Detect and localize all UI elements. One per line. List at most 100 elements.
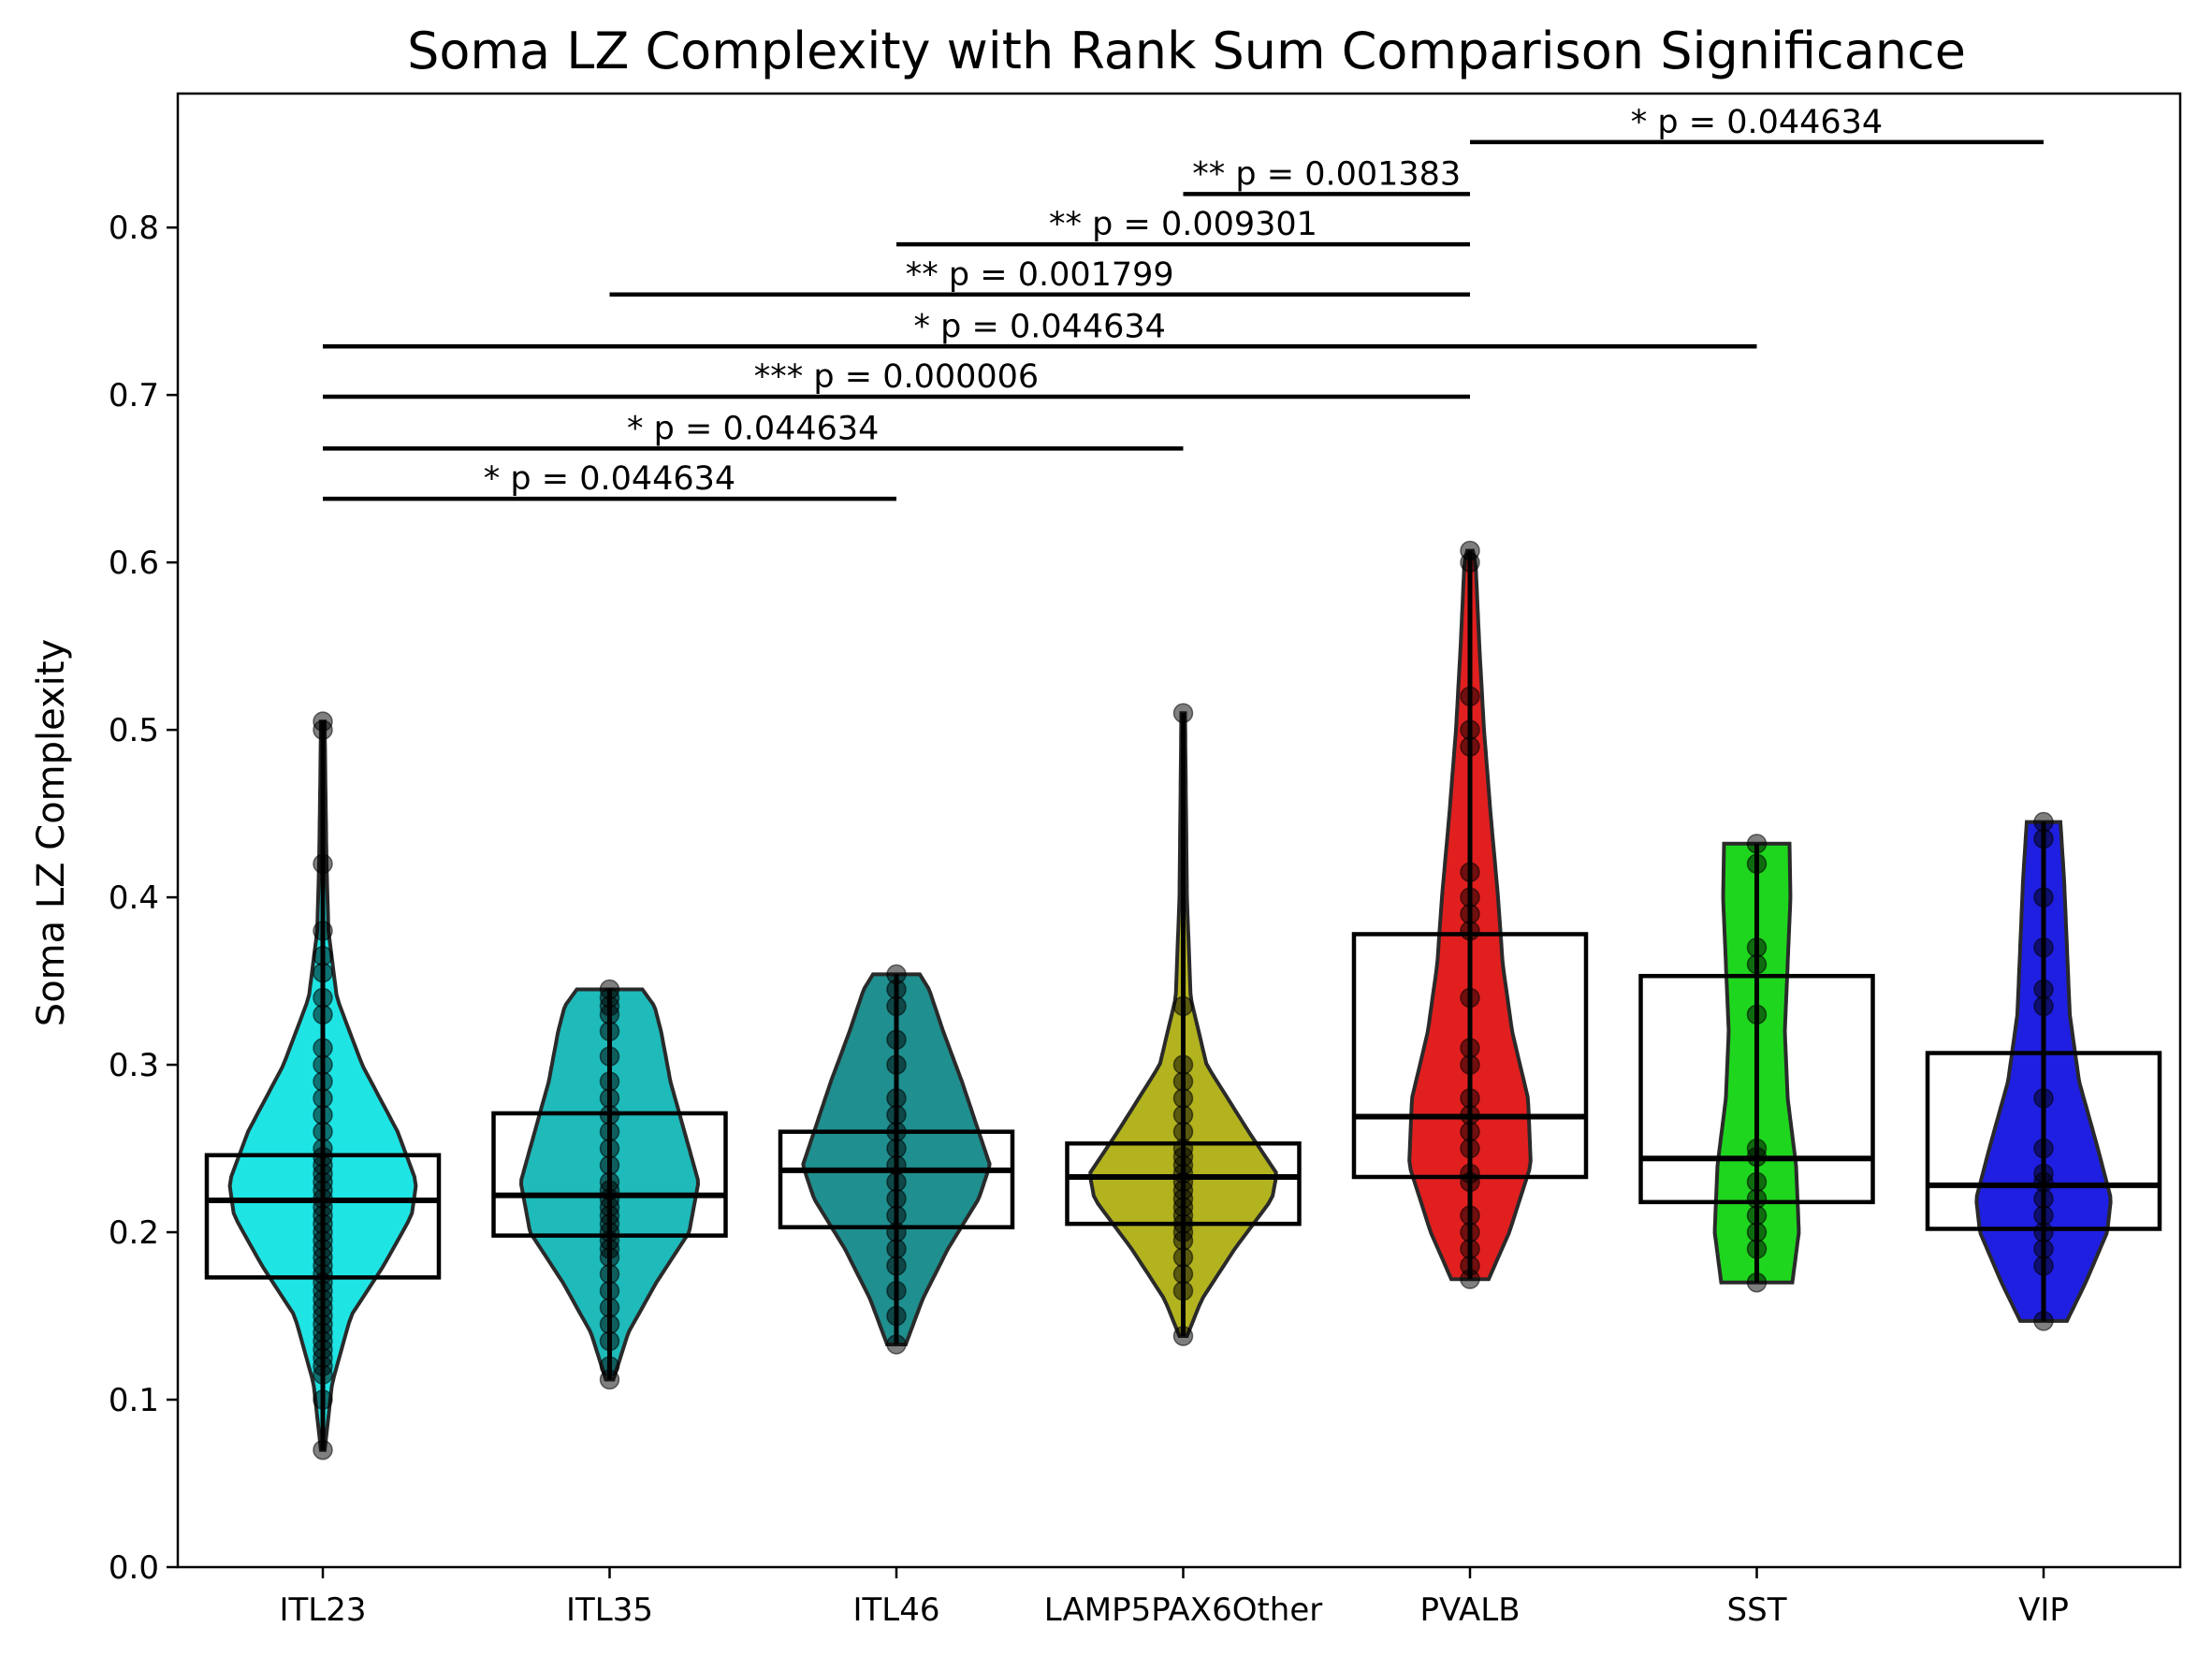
data-point <box>886 964 907 985</box>
data-point <box>2033 887 2054 908</box>
data-point <box>599 1280 620 1301</box>
data-point <box>313 1138 333 1159</box>
data-point <box>599 1330 620 1352</box>
data-point <box>599 1155 620 1176</box>
data-point <box>1172 1138 1194 1159</box>
data-point <box>886 1155 907 1176</box>
data-point <box>1460 736 1480 757</box>
data-point <box>313 987 333 1009</box>
data-point <box>2033 1163 2054 1184</box>
data-point <box>313 945 333 966</box>
data-point <box>2033 1311 2054 1331</box>
data-point <box>1172 1054 1194 1075</box>
y-tick-label: 0.2 <box>109 1214 159 1252</box>
data-point <box>1172 995 1194 1017</box>
data-point <box>1172 1088 1194 1109</box>
data-point <box>886 1256 907 1276</box>
data-point <box>2033 1088 2054 1109</box>
data-point <box>1746 1222 1768 1242</box>
data-point <box>2033 828 2054 850</box>
data-point <box>886 1205 907 1226</box>
y-tick-label: 0.3 <box>109 1047 159 1084</box>
data-point <box>1460 904 1480 924</box>
significance-label: ** p = 0.009301 <box>1049 206 1317 243</box>
data-point <box>1460 1163 1480 1184</box>
data-point <box>1460 1239 1480 1259</box>
data-point <box>599 979 620 1000</box>
data-point <box>1172 1071 1194 1092</box>
data-point <box>886 1054 907 1075</box>
data-point <box>313 1038 333 1058</box>
data-point <box>1460 1222 1480 1242</box>
data-point <box>1172 1264 1194 1285</box>
data-point <box>1172 1121 1194 1142</box>
data-point <box>1172 1326 1194 1346</box>
data-point <box>599 1088 620 1109</box>
data-point <box>599 1138 620 1159</box>
data-point <box>1460 686 1480 707</box>
data-point <box>886 1029 907 1050</box>
data-point <box>599 1071 620 1092</box>
plot-frame <box>176 92 2182 1569</box>
chart-title: Soma LZ Complexity with Rank Sum Compari… <box>407 22 1966 80</box>
data-point <box>1460 862 1480 882</box>
data-point <box>1460 540 1480 561</box>
data-point <box>313 711 333 732</box>
comparisons-layer: * p = 0.044634 * p = 0.044634 *** p = 0.00… <box>323 104 2044 501</box>
data-point <box>886 1138 907 1159</box>
x-tick-label: ITL35 <box>566 1591 653 1629</box>
x-tick-label: ITL46 <box>852 1591 939 1629</box>
data-point <box>313 1071 333 1092</box>
y-tick-label: 0.5 <box>109 712 159 749</box>
y-axis-label: Soma LZ Complexity <box>30 639 73 1026</box>
data-point <box>1460 1138 1480 1159</box>
data-point <box>886 1305 907 1327</box>
data-point <box>313 1088 333 1109</box>
data-point <box>1172 1280 1194 1301</box>
data-point <box>886 1121 907 1142</box>
data-point <box>1746 1138 1768 1159</box>
significance-label: * p = 0.044634 <box>627 410 879 447</box>
data-point <box>1460 1121 1480 1142</box>
data-point <box>1172 703 1194 723</box>
y-tick-label: 0.0 <box>109 1549 159 1587</box>
data-point <box>1460 1256 1480 1276</box>
significance-label: ** p = 0.001799 <box>906 256 1174 294</box>
data-point <box>313 1439 333 1460</box>
data-point <box>1746 834 1768 854</box>
data-point <box>1172 1105 1194 1126</box>
data-point <box>599 1356 620 1376</box>
data-point <box>599 1105 620 1126</box>
data-point <box>313 1054 333 1075</box>
data-point <box>599 1021 620 1042</box>
data-point <box>313 962 333 983</box>
x-tick-label: PVALB <box>1419 1591 1520 1629</box>
data-point <box>2033 811 2054 833</box>
significance-label: ** p = 0.001383 <box>1192 155 1461 193</box>
data-point <box>599 1314 620 1335</box>
data-point <box>886 1334 907 1355</box>
y-tick-label: 0.4 <box>109 879 159 917</box>
significance-label: * p = 0.044634 <box>914 308 1166 345</box>
data-point <box>313 1121 333 1142</box>
data-point <box>313 1389 333 1410</box>
data-point <box>2033 1222 2054 1242</box>
data-point <box>1746 1271 1768 1293</box>
significance-label: *** p = 0.000006 <box>754 358 1039 396</box>
y-tick-label: 0.6 <box>109 545 159 582</box>
data-point <box>1746 953 1768 975</box>
data-point <box>313 1105 333 1126</box>
data-point <box>2033 1138 2054 1159</box>
data-point <box>886 1105 907 1126</box>
data-point <box>1460 921 1480 941</box>
y-tick-label: 0.8 <box>109 210 159 247</box>
data-point <box>2033 1188 2054 1209</box>
violins-layer <box>227 548 2113 1452</box>
data-point <box>2033 979 2054 1000</box>
data-point <box>886 1171 907 1193</box>
data-point <box>1746 1239 1768 1259</box>
data-point <box>886 995 907 1017</box>
x-tick-label: LAMP5PAX6Other <box>1044 1591 1323 1629</box>
data-point <box>599 1297 620 1318</box>
